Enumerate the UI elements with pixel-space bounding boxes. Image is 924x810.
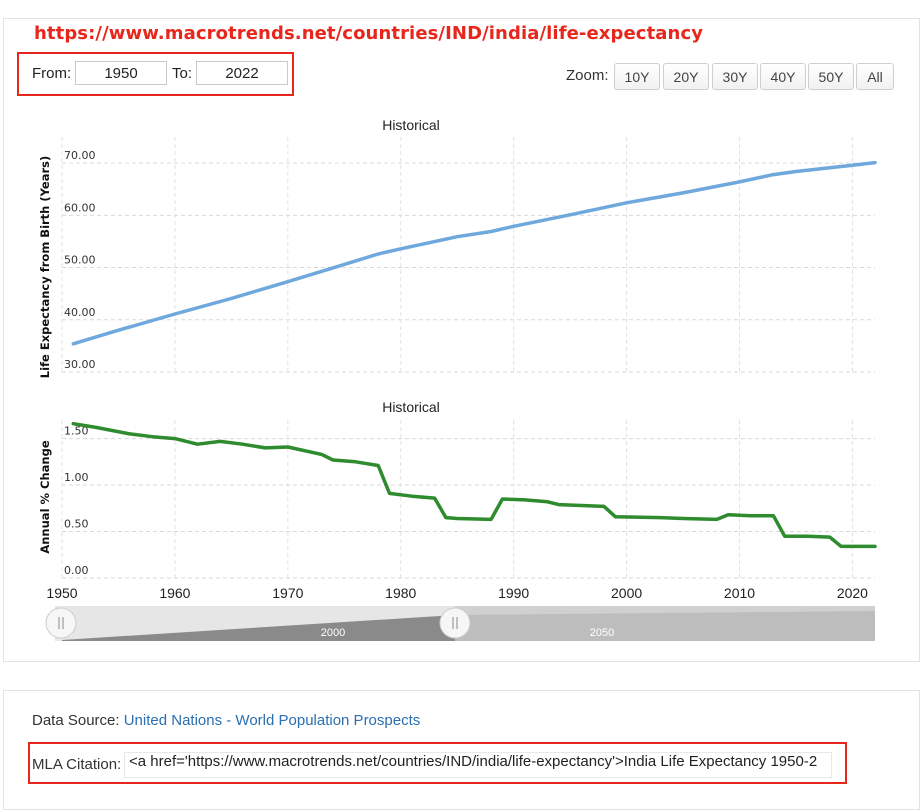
annual-change-y-ticks: 0.000.501.001.50 bbox=[64, 425, 89, 577]
life-expectancy-y-tick: 30.00 bbox=[64, 358, 96, 371]
range-navigator[interactable]: 0 2000 2050 bbox=[46, 606, 875, 641]
life-expectancy-y-tick: 40.00 bbox=[64, 306, 96, 319]
annual-change-y-tick: 1.00 bbox=[64, 471, 89, 484]
x-tick-label: 2000 bbox=[611, 585, 642, 601]
navigator-label-2000: 2000 bbox=[321, 627, 345, 639]
life-expectancy-y-tick: 50.00 bbox=[64, 254, 96, 267]
life-expectancy-y-tick: 60.00 bbox=[64, 201, 96, 214]
annual-change-grid bbox=[62, 420, 875, 578]
life-expectancy-y-tick: 70.00 bbox=[64, 149, 96, 162]
x-tick-label: 1970 bbox=[272, 585, 303, 601]
navigator-right-handle[interactable] bbox=[440, 608, 470, 638]
x-tick-label: 2020 bbox=[837, 585, 868, 601]
x-tick-label: 1990 bbox=[498, 585, 529, 601]
annual-change-series bbox=[73, 424, 875, 547]
life-expectancy-chart-title: Historical bbox=[382, 117, 440, 133]
annual-change-chart-title: Historical bbox=[382, 399, 440, 415]
x-tick-label: 1950 bbox=[46, 585, 77, 601]
annual-change-y-tick: 0.00 bbox=[64, 564, 89, 577]
life-expectancy-axis-label: Life Expectancy from Birth (Years) bbox=[38, 156, 52, 378]
navigator-label-2050: 2050 bbox=[590, 627, 614, 639]
x-tick-label: 1980 bbox=[385, 585, 416, 601]
life-expectancy-line bbox=[73, 163, 875, 344]
charts-svg: Historical Life Expectancy from Birth (Y… bbox=[0, 0, 924, 660]
navigator-left-handle[interactable] bbox=[46, 608, 76, 638]
life-expectancy-series bbox=[73, 163, 875, 344]
x-tick-label: 1960 bbox=[159, 585, 190, 601]
navigator-future-preview bbox=[455, 611, 875, 641]
data-source-line: Data Source: United Nations - World Popu… bbox=[32, 712, 420, 729]
x-tick-label: 2010 bbox=[724, 585, 755, 601]
data-source-link[interactable]: United Nations - World Population Prospe… bbox=[124, 712, 421, 729]
annual-change-line bbox=[73, 424, 875, 547]
annual-change-y-tick: 0.50 bbox=[64, 518, 89, 531]
year-x-ticks: 1950 1960 1970 1980 1990 2000 2010 2020 bbox=[46, 585, 868, 601]
citation-label: MLA Citation: bbox=[32, 756, 121, 773]
citation-field[interactable]: <a href='https://www.macrotrends.net/cou… bbox=[124, 752, 832, 778]
life-expectancy-grid bbox=[62, 137, 875, 372]
data-source-label: Data Source: bbox=[32, 712, 120, 729]
annual-change-axis-label: Annual % Change bbox=[38, 440, 52, 553]
